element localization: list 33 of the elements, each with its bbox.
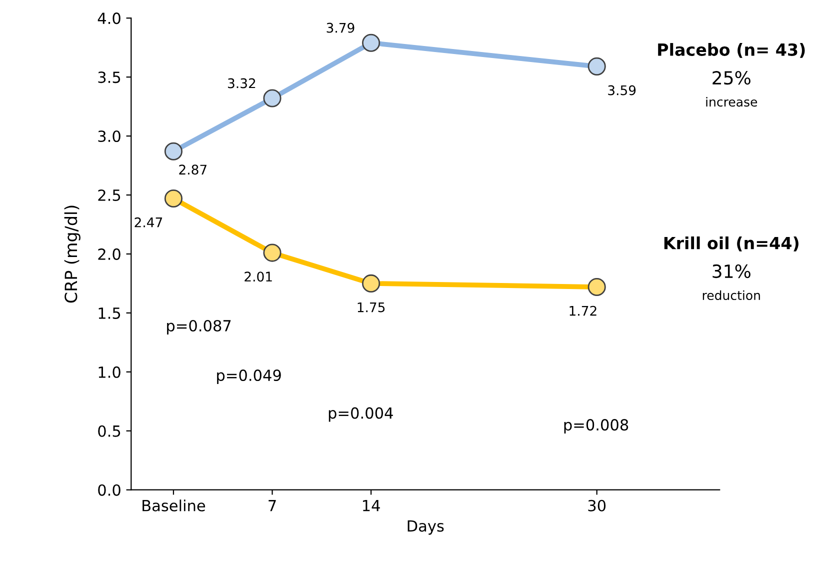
y-tick-label: 0.0: [98, 484, 120, 496]
text: Krill oil (n=44): [664, 236, 798, 252]
y-tick-label: 4.0: [98, 12, 120, 24]
data-label: 2.87: [179, 164, 206, 175]
annotation: p=0.049: [217, 370, 281, 384]
x-tick-label: 14: [363, 500, 380, 512]
y-tick-label: 2.0: [98, 248, 120, 260]
annotation: p=0.004: [328, 407, 393, 422]
y-tick-label: 1.0: [98, 366, 120, 378]
data-label: 2.01: [244, 272, 272, 282]
annotation: increase: [706, 96, 758, 107]
data-label: 1.75: [358, 302, 385, 312]
data-label: 1.72: [570, 306, 596, 316]
x-tick-label: 7: [268, 500, 276, 512]
data-label: 3.59: [608, 85, 636, 96]
x-tick-label: Baseline: [142, 500, 206, 512]
annotation: 25%: [712, 70, 750, 85]
data-label: 3.79: [326, 22, 354, 33]
y-tick-label: 0.5: [98, 425, 120, 437]
data-label: 3.32: [228, 78, 256, 88]
annotation: p=0.087: [167, 320, 231, 334]
y-tick-label: 1.5: [98, 308, 120, 319]
data-label: 2.47: [134, 217, 162, 228]
annotation: p=0.008: [564, 419, 628, 434]
y-tick-label: 3.5: [98, 72, 120, 84]
text: Placebo (n= 43): [658, 43, 805, 58]
x-axis-title: Days: [408, 520, 444, 535]
y-tick-label: 3.0: [98, 130, 120, 142]
annotation: reduction: [702, 290, 760, 300]
x-tick-label: 30: [588, 500, 606, 512]
annotation: 31%: [712, 264, 750, 278]
y-axis-title: CRP (mg/dl): [64, 206, 80, 303]
y-tick-label: 2.5: [98, 189, 120, 202]
